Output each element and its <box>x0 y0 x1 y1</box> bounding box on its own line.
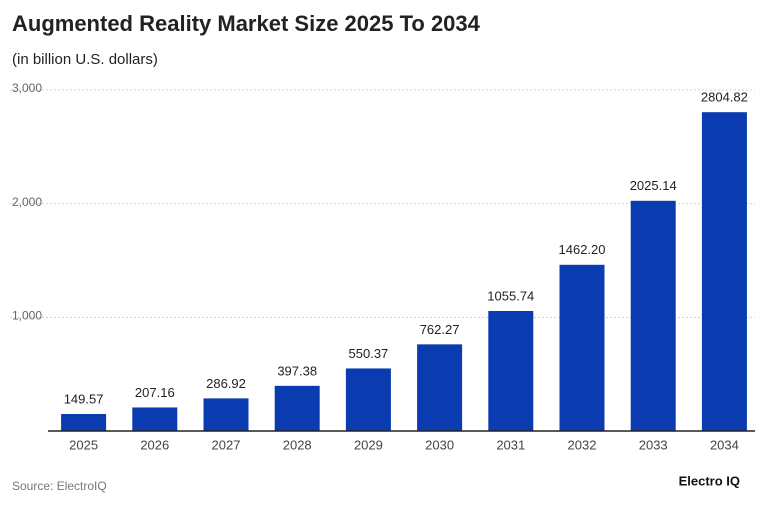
value-label: 286.92 <box>206 376 246 391</box>
x-tick-label: 2025 <box>69 437 98 452</box>
value-label: 149.57 <box>64 391 104 406</box>
x-tick-label: 2029 <box>354 437 383 452</box>
value-label: 550.37 <box>349 346 389 361</box>
x-tick-label: 2031 <box>496 437 525 452</box>
bar <box>132 407 178 431</box>
value-label: 397.38 <box>277 363 317 378</box>
x-tick-label: 2027 <box>212 437 241 452</box>
chart-subtitle: (in billion U.S. dollars) <box>12 51 158 68</box>
bar <box>203 398 249 431</box>
x-tick-label: 2033 <box>639 437 668 452</box>
y-tick-label: 2,000 <box>12 195 42 209</box>
bar <box>701 112 747 432</box>
value-label: 762.27 <box>420 322 460 337</box>
brand: Electro IQ <box>679 473 740 488</box>
value-label: 2025.14 <box>630 178 677 193</box>
x-tick-label: 2028 <box>283 437 312 452</box>
y-tick-label: 1,000 <box>12 309 42 323</box>
bar <box>417 344 463 431</box>
value-label: 1462.20 <box>559 242 606 257</box>
value-label: 2804.82 <box>701 90 748 105</box>
chart-title: Augmented Reality Market Size 2025 To 20… <box>12 11 481 36</box>
y-tick-label: 3,000 <box>12 81 42 95</box>
bar <box>559 264 605 431</box>
x-tick-label: 2032 <box>568 437 597 452</box>
x-tick-label: 2030 <box>425 437 454 452</box>
value-label: 207.16 <box>135 385 175 400</box>
value-label: 1055.74 <box>487 288 534 303</box>
source: Source: ElectroIQ <box>12 479 107 493</box>
bar <box>274 385 320 431</box>
x-tick-label: 2034 <box>710 437 739 452</box>
bar <box>630 200 676 431</box>
bar <box>488 310 534 431</box>
bar <box>61 413 107 431</box>
x-tick-label: 2026 <box>140 437 169 452</box>
bar <box>345 368 391 431</box>
